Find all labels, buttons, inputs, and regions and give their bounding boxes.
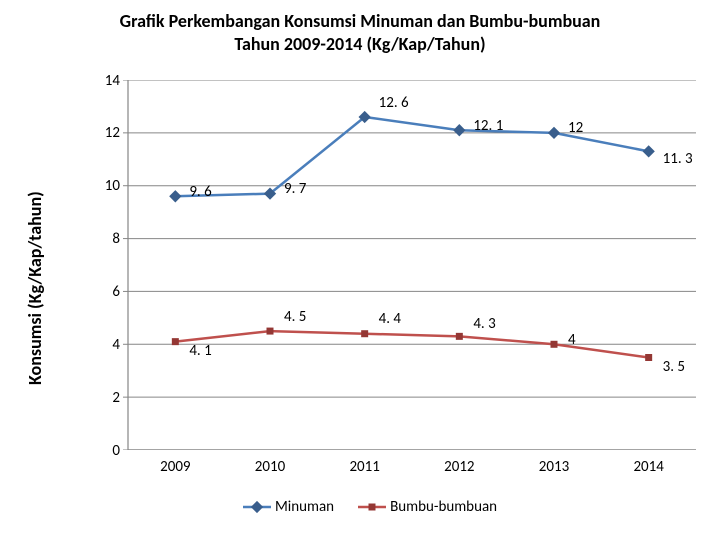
chart-title: Grafik Perkembangan Konsumsi Minuman dan… — [0, 0, 720, 57]
legend-swatch — [243, 500, 271, 514]
legend-swatch — [358, 500, 386, 514]
data-marker — [643, 145, 655, 157]
chart-svg — [98, 80, 696, 450]
legend-label: Bumbu-bumbuan — [390, 498, 497, 516]
data-label: 4. 3 — [473, 315, 495, 333]
y-tick-label: 12 — [105, 124, 120, 142]
y-tick-label: 8 — [112, 230, 120, 248]
y-axis-label: Konsumsi (Kg/Kap/tahun) — [24, 191, 46, 385]
data-label: 3. 5 — [663, 358, 685, 376]
legend-item-minuman: Minuman — [243, 498, 334, 516]
data-label: 9. 6 — [189, 183, 211, 201]
data-label: 4. 4 — [379, 310, 401, 328]
data-label: 4. 5 — [284, 308, 306, 326]
x-tick-label: 2014 — [629, 458, 669, 476]
y-tick-label: 6 — [112, 283, 120, 301]
data-label: 12 — [568, 119, 583, 137]
y-tick-label: 4 — [112, 336, 120, 354]
legend-item-bumbu: Bumbu-bumbuan — [358, 498, 497, 516]
data-marker — [645, 354, 652, 361]
data-label: 12. 6 — [379, 94, 409, 112]
x-tick-label: 2009 — [155, 458, 195, 476]
data-marker — [172, 338, 179, 345]
data-marker — [551, 341, 558, 348]
y-tick-label: 10 — [105, 177, 120, 195]
chart-title-line1: Grafik Perkembangan Konsumsi Minuman dan… — [40, 10, 680, 33]
data-marker — [456, 333, 463, 340]
legend: Minuman Bumbu-bumbuan — [210, 498, 530, 516]
data-label: 11. 3 — [663, 150, 693, 168]
data-marker — [169, 190, 181, 202]
data-marker — [453, 124, 465, 136]
y-tick-label: 14 — [105, 72, 120, 90]
data-marker — [361, 330, 368, 337]
plot-area: 024681012142009201020112012201320149. 69… — [98, 80, 696, 450]
data-label: 9. 7 — [284, 180, 306, 198]
chart-container: Grafik Perkembangan Konsumsi Minuman dan… — [0, 0, 720, 540]
legend-label: Minuman — [275, 498, 334, 516]
y-tick-label: 0 — [112, 442, 120, 460]
x-tick-label: 2011 — [345, 458, 385, 476]
x-tick-label: 2010 — [250, 458, 290, 476]
chart-title-line2: Tahun 2009-2014 (Kg/Kap/Tahun) — [40, 33, 680, 56]
y-tick-label: 2 — [112, 389, 120, 407]
data-label: 4. 1 — [189, 342, 211, 360]
x-tick-label: 2012 — [439, 458, 479, 476]
data-label: 4 — [568, 331, 576, 349]
data-marker — [267, 328, 274, 335]
x-tick-label: 2013 — [534, 458, 574, 476]
data-marker — [548, 127, 560, 139]
data-label: 12. 1 — [473, 117, 503, 135]
